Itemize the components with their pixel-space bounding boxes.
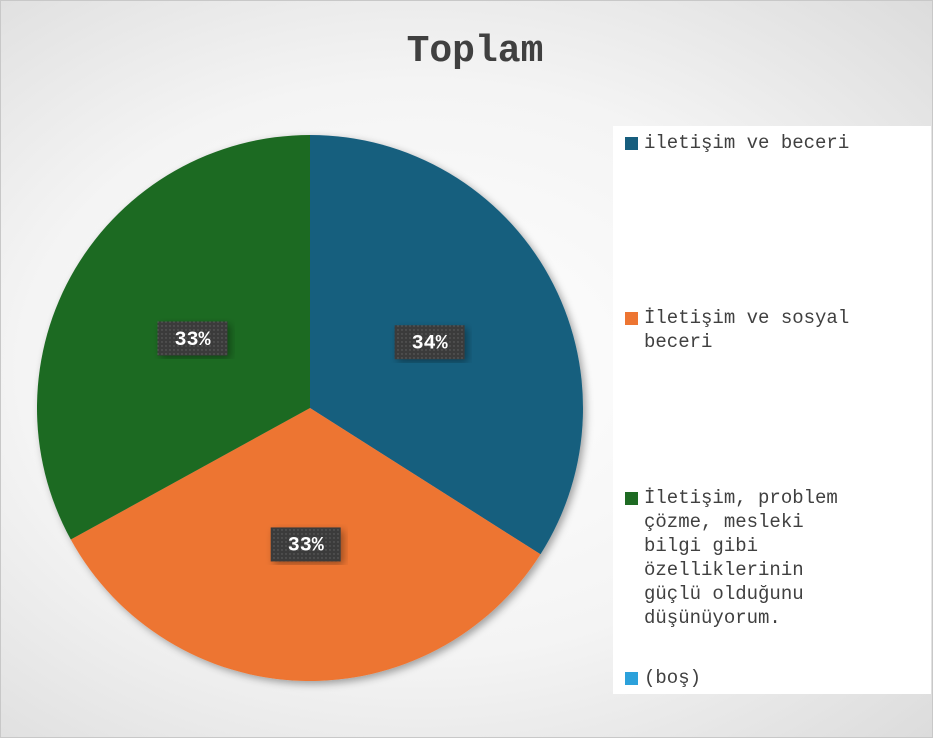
- legend-swatch: [625, 672, 638, 685]
- legend-item: iletişim ve beceri: [625, 131, 925, 155]
- value-label-box: [157, 321, 228, 356]
- legend-swatch: [625, 137, 638, 150]
- value-label-box: [270, 527, 341, 562]
- pie: [37, 135, 583, 681]
- legend-label: İletişim ve sosyal beceri: [644, 307, 850, 353]
- legend-item: İletişim ve sosyal beceri: [625, 306, 925, 354]
- legend-swatch: [625, 312, 638, 325]
- value-label: 33%: [175, 329, 212, 352]
- legend: iletişim ve beceri İletişim ve sosyal bec…: [613, 126, 931, 694]
- legend-swatch: [625, 492, 638, 505]
- value-labels: 34% 33% 33%: [157, 321, 465, 562]
- value-label-box: [394, 325, 465, 360]
- legend-label: İletişim, problem çözme, mesleki bilgi g…: [644, 487, 838, 629]
- value-label: 34%: [412, 333, 449, 356]
- chart-title: Toplam: [407, 30, 544, 73]
- legend-item: (boş): [625, 666, 925, 690]
- legend-label: iletişim ve beceri: [644, 132, 850, 154]
- legend-label: (boş): [644, 667, 702, 689]
- value-label: 33%: [288, 535, 325, 558]
- legend-item: İletişim, problem çözme, mesleki bilgi g…: [625, 486, 925, 630]
